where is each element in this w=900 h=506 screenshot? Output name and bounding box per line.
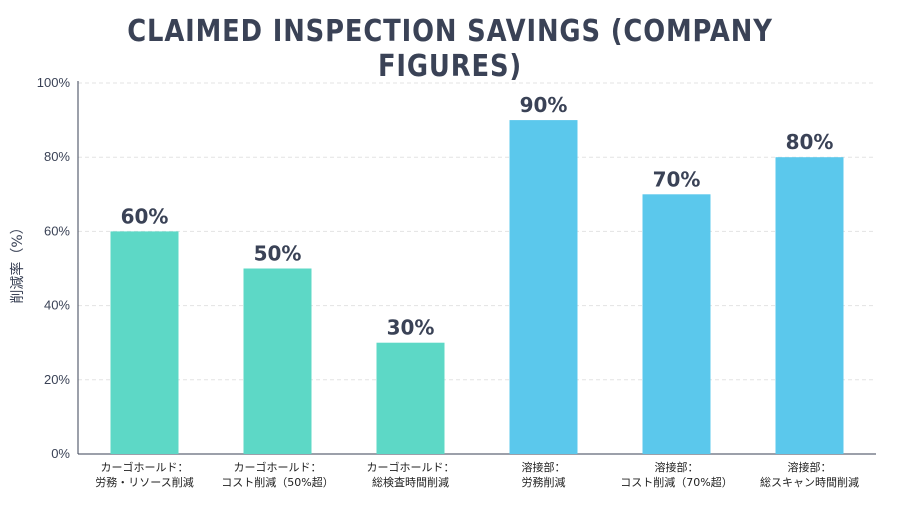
y-axis-label: 削減率（%） [9,220,26,303]
bar [642,194,711,455]
labels: 0%20%40%60%80%100%60%カーゴホールド：労務・リソース削減50… [37,75,859,489]
x-tick-label: コスト削減（50%超） [221,475,333,489]
x-tick-label: 溶接部： [788,460,832,474]
x-tick-label: 総検査時間削減 [372,475,449,489]
x-tick-label: 溶接部： [522,460,566,474]
bar [376,342,445,454]
x-tick-label: 溶接部： [655,460,699,474]
bar [243,268,312,454]
value-label: 30% [387,316,435,340]
value-label: 90% [520,93,568,117]
value-label: 50% [254,242,302,266]
bar [775,157,844,454]
x-tick-label: 労務削減 [522,475,566,489]
grid-lines [78,82,876,381]
x-tick-label: カーゴホールド： [367,460,455,474]
y-tick-label: 20% [44,372,70,387]
axes [77,81,876,455]
x-tick-label: 総スキャン時間削減 [760,475,859,489]
x-tick-label: コスト削減（70%超） [620,475,732,489]
value-label: 80% [786,130,834,154]
x-tick-label: カーゴホールド： [101,460,189,474]
value-label: 70% [653,167,701,191]
x-tick-label: 労務・リソース削減 [95,475,193,489]
bars [110,120,844,455]
y-tick-label: 80% [44,149,70,164]
value-label: 60% [121,204,169,228]
x-tick-label: カーゴホールド： [234,460,322,474]
bar [509,120,578,454]
y-tick-label: 100% [37,75,71,90]
y-tick-label: 40% [44,298,70,313]
bar [110,231,179,454]
chart-title: CLAIMED INSPECTION SAVINGS (COMPANY FIGU… [127,14,773,84]
y-tick-label: 60% [44,223,70,238]
y-tick-label: 0% [51,446,70,461]
